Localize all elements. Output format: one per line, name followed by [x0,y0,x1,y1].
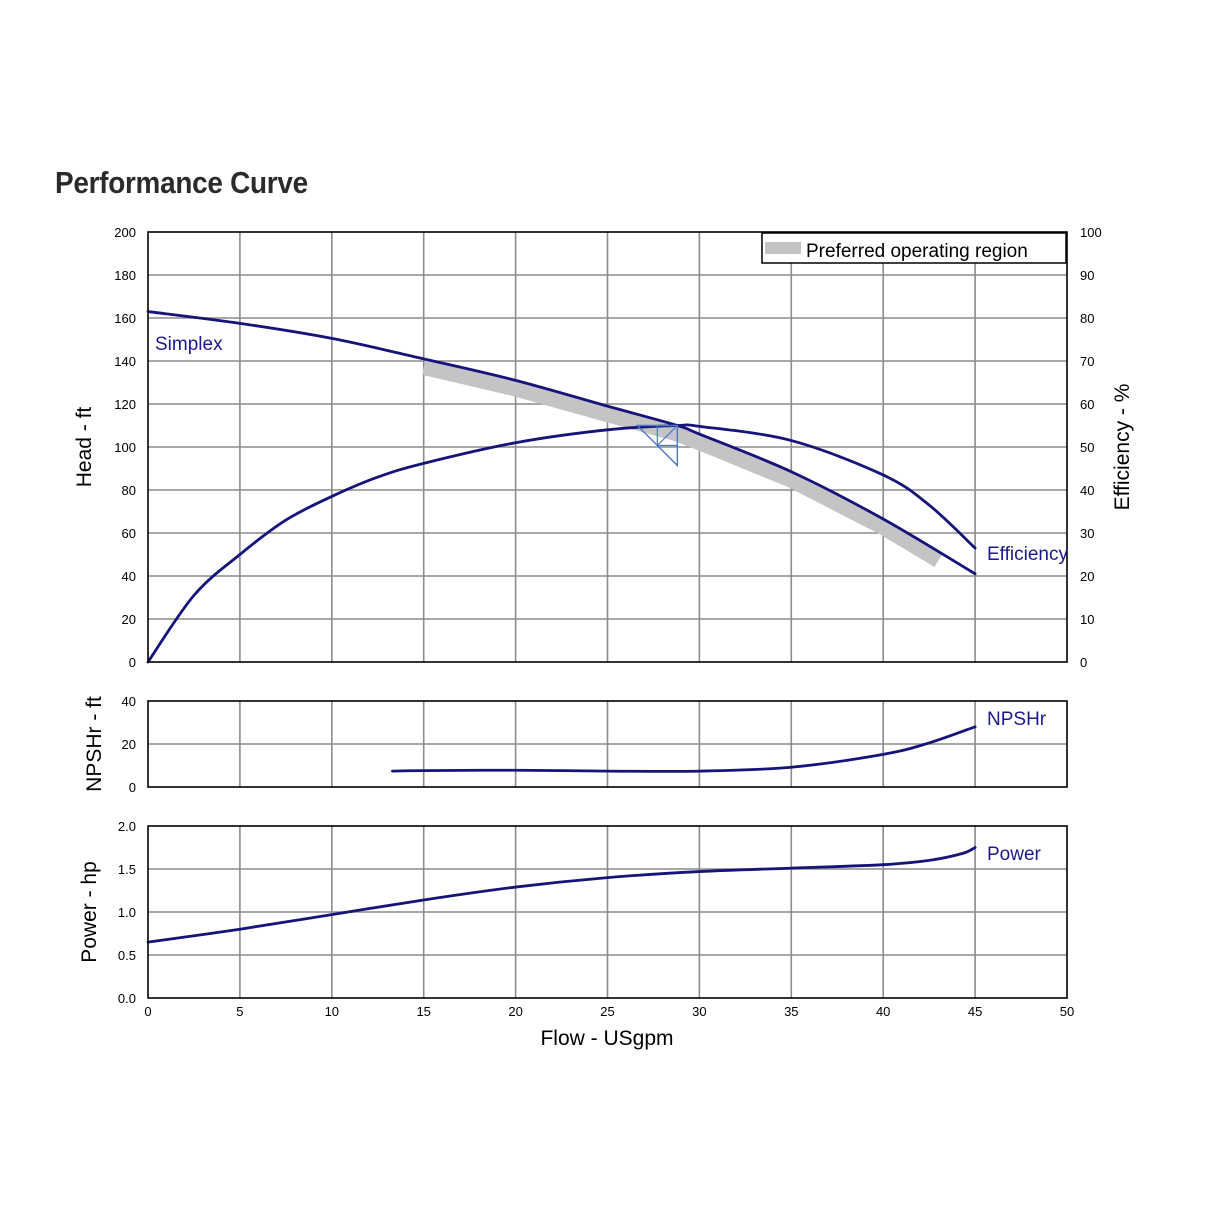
efficiency-y-tick-label: 0 [1080,655,1087,670]
power-y-tick-label: 1.0 [118,905,136,920]
simplex-head-curve [146,310,977,576]
power-y-tick-label: 0.0 [118,991,136,1006]
head-y-tick-label: 180 [114,268,136,283]
grid-layer [148,232,1067,998]
head-y-tick-label: 60 [122,526,136,541]
power-y-tick-label: 0.5 [118,948,136,963]
efficiency-curve [146,423,977,664]
x-tick-label: 10 [325,1004,339,1019]
chart-title: Performance Curve [55,165,308,200]
x-tick-label: 40 [876,1004,890,1019]
npshr-curve-label: NPSHr [987,709,1047,730]
efficiency-y-tick-label: 60 [1080,397,1094,412]
head-y-tick-label: 140 [114,354,136,369]
efficiency-y-tick-label: 80 [1080,311,1094,326]
x-tick-label: 25 [600,1004,614,1019]
curve-layer [146,310,977,944]
efficiency-y-tick-label: 90 [1080,268,1094,283]
flow-axis-label: Flow - USgpm [540,1027,673,1050]
x-tick-label: 5 [236,1004,243,1019]
npshr-panel-frame [147,700,1068,788]
efficiency-y-tick-label: 40 [1080,483,1094,498]
bep-marker [635,424,679,468]
head-panel-frame [147,231,1068,663]
efficiency-curve-label: Efficiency [987,544,1068,565]
efficiency-y-tick-label: 30 [1080,526,1094,541]
text-layer: Preferred operating region02040608010012… [73,225,1134,1050]
bep-hatch [656,425,678,446]
legend-box [761,232,1067,264]
x-tick-label: 20 [508,1004,522,1019]
npshr-y-tick-label: 40 [122,694,136,709]
head-y-tick-label: 40 [122,569,136,584]
power-panel-frame [147,825,1068,999]
legend-label: Preferred operating region [806,241,1028,262]
power-axis-label: Power - hp [78,861,101,963]
preferred-region-band-path [421,360,943,567]
simplex-curve-label: Simplex [155,334,223,355]
power-y-tick-label: 1.5 [118,862,136,877]
head-y-tick-label: 160 [114,311,136,326]
efficiency-y-tick-label: 100 [1080,225,1102,240]
legend: Preferred operating region [761,232,1067,264]
power-curve [146,846,977,944]
efficiency-y-tick-label: 70 [1080,354,1094,369]
npshr-y-tick-label: 20 [122,737,136,752]
head-y-tick-label: 120 [114,397,136,412]
x-tick-label: 15 [416,1004,430,1019]
head-y-tick-label: 80 [122,483,136,498]
head-y-tick-label: 100 [114,440,136,455]
head-y-tick-label: 0 [129,655,136,670]
preferred-region-band [421,360,943,567]
npshr-axis-label: NPSHr - ft [83,696,106,792]
npshr-curve [391,725,977,773]
head-y-tick-label: 20 [122,612,136,627]
x-tick-label: 35 [784,1004,798,1019]
head-axis-label: Head - ft [73,407,96,488]
x-tick-label: 0 [144,1004,151,1019]
power-y-tick-label: 2.0 [118,819,136,834]
x-tick-label: 50 [1060,1004,1074,1019]
x-tick-label: 30 [692,1004,706,1019]
power-curve-label: Power [987,844,1042,865]
efficiency-y-tick-label: 10 [1080,612,1094,627]
head-y-tick-label: 200 [114,225,136,240]
npshr-y-tick-label: 0 [129,780,136,795]
panel-frames [147,231,1068,999]
efficiency-y-tick-label: 50 [1080,440,1094,455]
efficiency-axis-label: Efficiency - % [1111,384,1134,511]
x-tick-label: 45 [968,1004,982,1019]
efficiency-y-tick-label: 20 [1080,569,1094,584]
